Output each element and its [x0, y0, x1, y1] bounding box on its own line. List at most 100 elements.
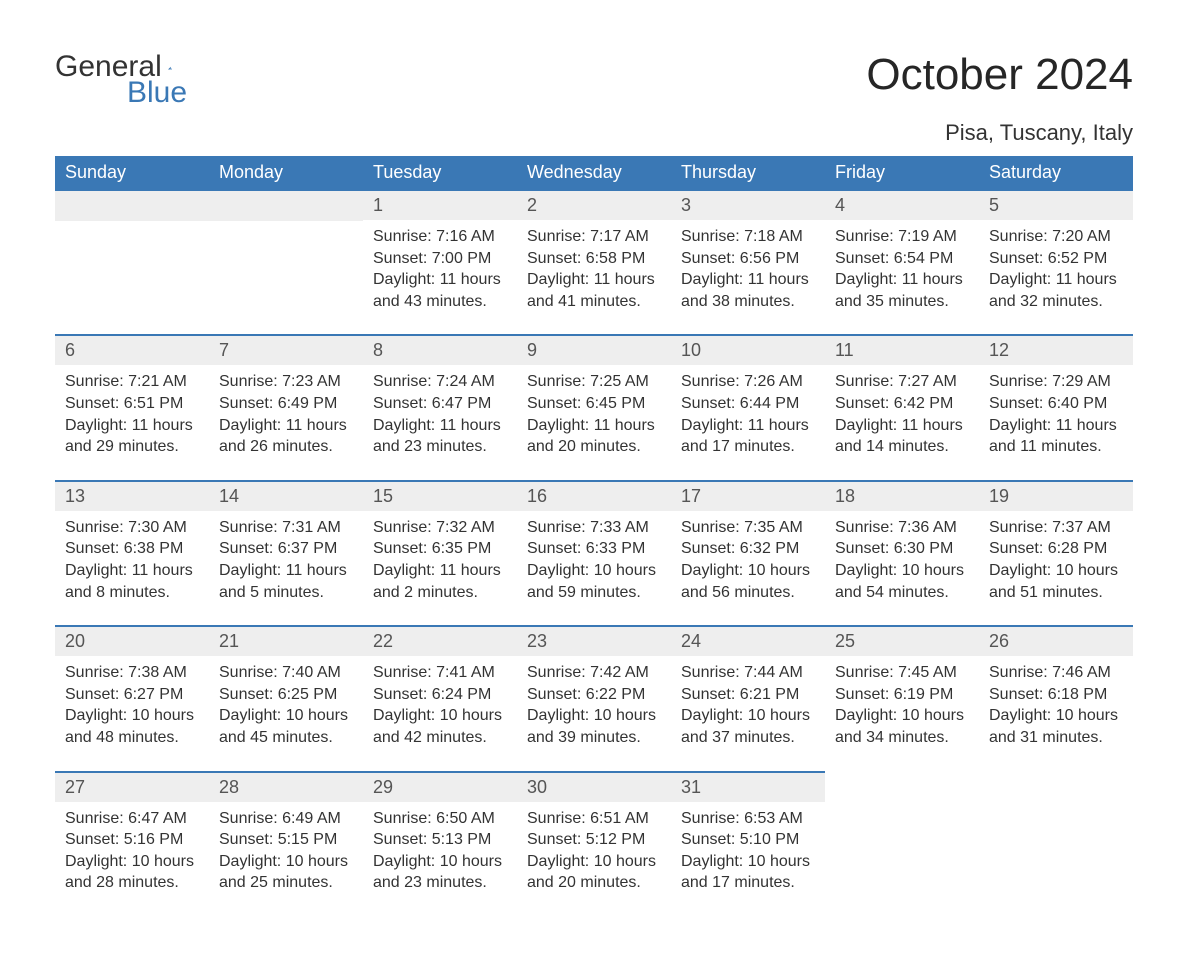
- daylight-text: Daylight: 10 hours and 28 minutes.: [65, 851, 199, 894]
- sunrise-text: Sunrise: 7:23 AM: [219, 371, 353, 393]
- day-content: Sunrise: 7:27 AMSunset: 6:42 PMDaylight:…: [825, 365, 979, 479]
- day-content: Sunrise: 7:44 AMSunset: 6:21 PMDaylight:…: [671, 656, 825, 770]
- day-cell: 21Sunrise: 7:40 AMSunset: 6:25 PMDayligh…: [209, 625, 363, 770]
- sunset-text: Sunset: 5:10 PM: [681, 829, 815, 851]
- sunset-text: Sunset: 6:58 PM: [527, 248, 661, 270]
- day-header: Friday: [825, 156, 979, 189]
- daylight-text: Daylight: 11 hours and 11 minutes.: [989, 415, 1123, 458]
- day-content: Sunrise: 7:32 AMSunset: 6:35 PMDaylight:…: [363, 511, 517, 625]
- daylight-text: Daylight: 11 hours and 8 minutes.: [65, 560, 199, 603]
- daylight-text: Daylight: 10 hours and 17 minutes.: [681, 851, 815, 894]
- sunrise-text: Sunrise: 7:19 AM: [835, 226, 969, 248]
- day-number-empty: [825, 771, 979, 803]
- day-cell: 15Sunrise: 7:32 AMSunset: 6:35 PMDayligh…: [363, 480, 517, 625]
- day-cell: 23Sunrise: 7:42 AMSunset: 6:22 PMDayligh…: [517, 625, 671, 770]
- sunrise-text: Sunrise: 6:51 AM: [527, 808, 661, 830]
- day-cell: [55, 189, 209, 334]
- day-number: 20: [55, 625, 209, 656]
- sunrise-text: Sunrise: 7:44 AM: [681, 662, 815, 684]
- day-number: 6: [55, 334, 209, 365]
- day-number: 25: [825, 625, 979, 656]
- day-content: Sunrise: 7:40 AMSunset: 6:25 PMDaylight:…: [209, 656, 363, 770]
- day-number: 12: [979, 334, 1133, 365]
- sunset-text: Sunset: 5:12 PM: [527, 829, 661, 851]
- sunrise-text: Sunrise: 7:24 AM: [373, 371, 507, 393]
- day-number: 4: [825, 189, 979, 220]
- daylight-text: Daylight: 10 hours and 39 minutes.: [527, 705, 661, 748]
- daylight-text: Daylight: 11 hours and 41 minutes.: [527, 269, 661, 312]
- day-number: 27: [55, 771, 209, 802]
- day-content: Sunrise: 7:46 AMSunset: 6:18 PMDaylight:…: [979, 656, 1133, 770]
- day-number: 10: [671, 334, 825, 365]
- daylight-text: Daylight: 10 hours and 25 minutes.: [219, 851, 353, 894]
- day-cell: [209, 189, 363, 334]
- day-content: Sunrise: 7:29 AMSunset: 6:40 PMDaylight:…: [979, 365, 1133, 479]
- daylight-text: Daylight: 11 hours and 26 minutes.: [219, 415, 353, 458]
- day-number: 5: [979, 189, 1133, 220]
- sunrise-text: Sunrise: 6:53 AM: [681, 808, 815, 830]
- sunset-text: Sunset: 6:40 PM: [989, 393, 1123, 415]
- day-content: Sunrise: 7:45 AMSunset: 6:19 PMDaylight:…: [825, 656, 979, 770]
- daylight-text: Daylight: 11 hours and 17 minutes.: [681, 415, 815, 458]
- day-cell: 31Sunrise: 6:53 AMSunset: 5:10 PMDayligh…: [671, 771, 825, 916]
- sunset-text: Sunset: 6:33 PM: [527, 538, 661, 560]
- sunset-text: Sunset: 6:56 PM: [681, 248, 815, 270]
- sunrise-text: Sunrise: 7:26 AM: [681, 371, 815, 393]
- sunrise-text: Sunrise: 7:45 AM: [835, 662, 969, 684]
- sunset-text: Sunset: 5:15 PM: [219, 829, 353, 851]
- daylight-text: Daylight: 11 hours and 32 minutes.: [989, 269, 1123, 312]
- day-number: 3: [671, 189, 825, 220]
- sunset-text: Sunset: 6:22 PM: [527, 684, 661, 706]
- day-cell: 11Sunrise: 7:27 AMSunset: 6:42 PMDayligh…: [825, 334, 979, 479]
- sunset-text: Sunset: 6:21 PM: [681, 684, 815, 706]
- sunset-text: Sunset: 6:37 PM: [219, 538, 353, 560]
- day-content: Sunrise: 7:38 AMSunset: 6:27 PMDaylight:…: [55, 656, 209, 770]
- day-content: Sunrise: 7:42 AMSunset: 6:22 PMDaylight:…: [517, 656, 671, 770]
- day-cell: 5Sunrise: 7:20 AMSunset: 6:52 PMDaylight…: [979, 189, 1133, 334]
- day-number: 28: [209, 771, 363, 802]
- day-cell: 8Sunrise: 7:24 AMSunset: 6:47 PMDaylight…: [363, 334, 517, 479]
- daylight-text: Daylight: 10 hours and 42 minutes.: [373, 705, 507, 748]
- daylight-text: Daylight: 10 hours and 54 minutes.: [835, 560, 969, 603]
- day-content: Sunrise: 7:18 AMSunset: 6:56 PMDaylight:…: [671, 220, 825, 334]
- sunrise-text: Sunrise: 7:36 AM: [835, 517, 969, 539]
- daylight-text: Daylight: 11 hours and 38 minutes.: [681, 269, 815, 312]
- day-header: Saturday: [979, 156, 1133, 189]
- sunset-text: Sunset: 6:24 PM: [373, 684, 507, 706]
- day-number: 29: [363, 771, 517, 802]
- day-number: 14: [209, 480, 363, 511]
- daylight-text: Daylight: 11 hours and 5 minutes.: [219, 560, 353, 603]
- sunset-text: Sunset: 5:16 PM: [65, 829, 199, 851]
- sunrise-text: Sunrise: 7:33 AM: [527, 517, 661, 539]
- sunset-text: Sunset: 6:42 PM: [835, 393, 969, 415]
- daylight-text: Daylight: 10 hours and 45 minutes.: [219, 705, 353, 748]
- day-number: 24: [671, 625, 825, 656]
- day-number-empty: [55, 189, 209, 221]
- sunrise-text: Sunrise: 7:21 AM: [65, 371, 199, 393]
- sunset-text: Sunset: 6:18 PM: [989, 684, 1123, 706]
- day-cell: 16Sunrise: 7:33 AMSunset: 6:33 PMDayligh…: [517, 480, 671, 625]
- day-cell: 26Sunrise: 7:46 AMSunset: 6:18 PMDayligh…: [979, 625, 1133, 770]
- day-cell: 25Sunrise: 7:45 AMSunset: 6:19 PMDayligh…: [825, 625, 979, 770]
- day-number: 17: [671, 480, 825, 511]
- sunrise-text: Sunrise: 7:41 AM: [373, 662, 507, 684]
- sunrise-text: Sunrise: 6:49 AM: [219, 808, 353, 830]
- daylight-text: Daylight: 11 hours and 2 minutes.: [373, 560, 507, 603]
- daylight-text: Daylight: 10 hours and 31 minutes.: [989, 705, 1123, 748]
- daylight-text: Daylight: 10 hours and 34 minutes.: [835, 705, 969, 748]
- day-cell: 12Sunrise: 7:29 AMSunset: 6:40 PMDayligh…: [979, 334, 1133, 479]
- day-content: Sunrise: 7:16 AMSunset: 7:00 PMDaylight:…: [363, 220, 517, 334]
- daylight-text: Daylight: 10 hours and 56 minutes.: [681, 560, 815, 603]
- day-content: Sunrise: 7:37 AMSunset: 6:28 PMDaylight:…: [979, 511, 1133, 625]
- sunset-text: Sunset: 6:54 PM: [835, 248, 969, 270]
- day-cell: 30Sunrise: 6:51 AMSunset: 5:12 PMDayligh…: [517, 771, 671, 916]
- sunrise-text: Sunrise: 7:18 AM: [681, 226, 815, 248]
- day-content: Sunrise: 7:31 AMSunset: 6:37 PMDaylight:…: [209, 511, 363, 625]
- sunset-text: Sunset: 7:00 PM: [373, 248, 507, 270]
- sunrise-text: Sunrise: 6:50 AM: [373, 808, 507, 830]
- daylight-text: Daylight: 11 hours and 23 minutes.: [373, 415, 507, 458]
- day-content: Sunrise: 7:35 AMSunset: 6:32 PMDaylight:…: [671, 511, 825, 625]
- day-number: 21: [209, 625, 363, 656]
- month-title: October 2024: [866, 50, 1133, 100]
- sunset-text: Sunset: 6:30 PM: [835, 538, 969, 560]
